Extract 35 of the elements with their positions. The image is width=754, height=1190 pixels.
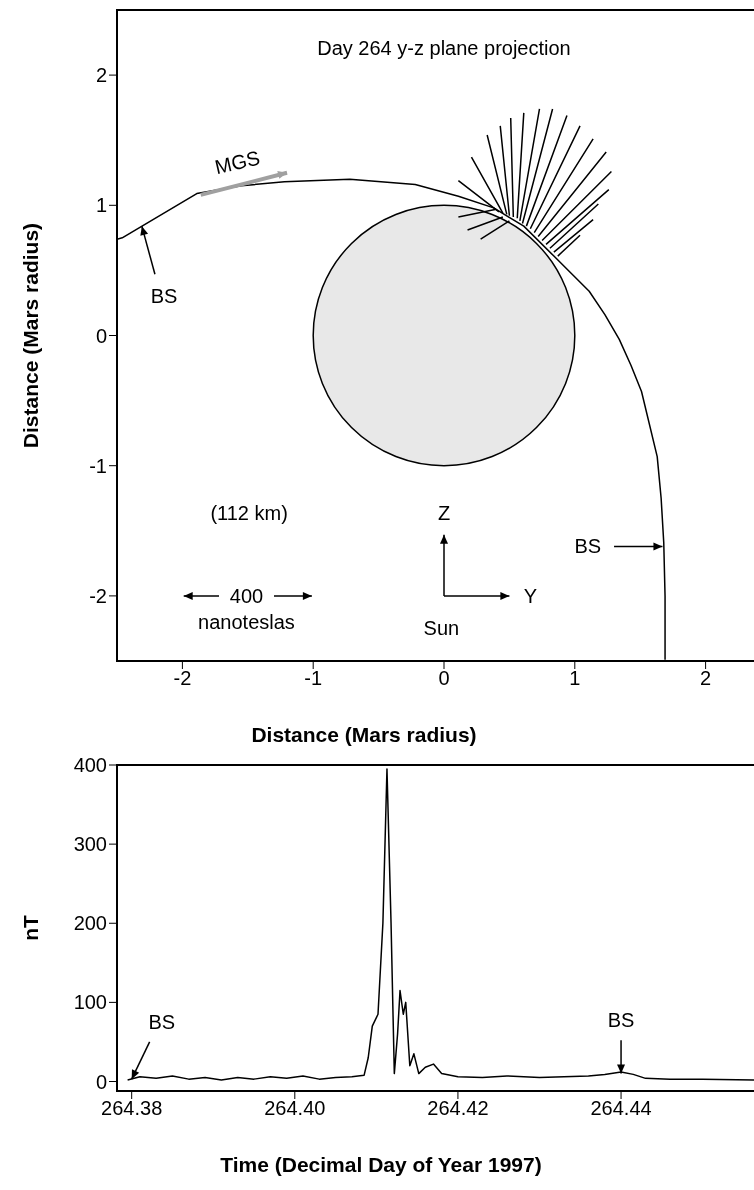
annotation: Sun bbox=[423, 617, 460, 640]
annotation: nanoteslas bbox=[198, 610, 295, 633]
x-axis-title: Distance (Mars radius) bbox=[251, 723, 477, 746]
y-tick-label: 400 bbox=[73, 754, 107, 777]
y-axis-title: Distance (Mars radius) bbox=[18, 222, 42, 449]
x-axis-title: Time (Decimal Day of Year 1997) bbox=[220, 1153, 542, 1176]
text: Day 264 y-z plane projection bbox=[317, 37, 571, 59]
y-tick-label: 0 bbox=[95, 1070, 107, 1093]
x-tick-label: 2 bbox=[700, 667, 712, 690]
annotation: BS bbox=[148, 1011, 176, 1034]
x-tick-label: 264.44 bbox=[590, 1097, 652, 1120]
x-tick-label: 0 bbox=[438, 667, 450, 690]
y-tick-label: 1 bbox=[95, 194, 107, 217]
x-tick-label: -1 bbox=[304, 667, 323, 690]
x-tick-label: 1 bbox=[569, 667, 581, 690]
y-tick-label: -2 bbox=[89, 585, 107, 607]
annotation: BS bbox=[574, 535, 602, 558]
y-tick-label: 100 bbox=[73, 991, 107, 1014]
x-tick-label: 264.40 bbox=[264, 1097, 326, 1120]
annotation: (112 km) bbox=[210, 501, 288, 524]
x-tick-label: -2 bbox=[173, 667, 192, 690]
annotation: BS bbox=[607, 1008, 635, 1031]
annotation: Z bbox=[437, 501, 451, 524]
annotation: 400 bbox=[229, 584, 264, 607]
y-axis-title: nT bbox=[18, 915, 42, 941]
x-tick-label: 264.42 bbox=[427, 1097, 489, 1120]
y-tick-label: 2 bbox=[95, 64, 107, 87]
y-tick-label: 0 bbox=[95, 324, 107, 347]
annotation: MGS bbox=[212, 146, 263, 179]
y-tick-label: 300 bbox=[73, 833, 107, 856]
y-tick-label: 200 bbox=[73, 912, 107, 935]
annotation: BS bbox=[150, 285, 178, 308]
annotation: Y bbox=[523, 584, 537, 607]
y-tick-label: -1 bbox=[89, 454, 107, 477]
x-tick-label: 264.38 bbox=[101, 1097, 163, 1120]
